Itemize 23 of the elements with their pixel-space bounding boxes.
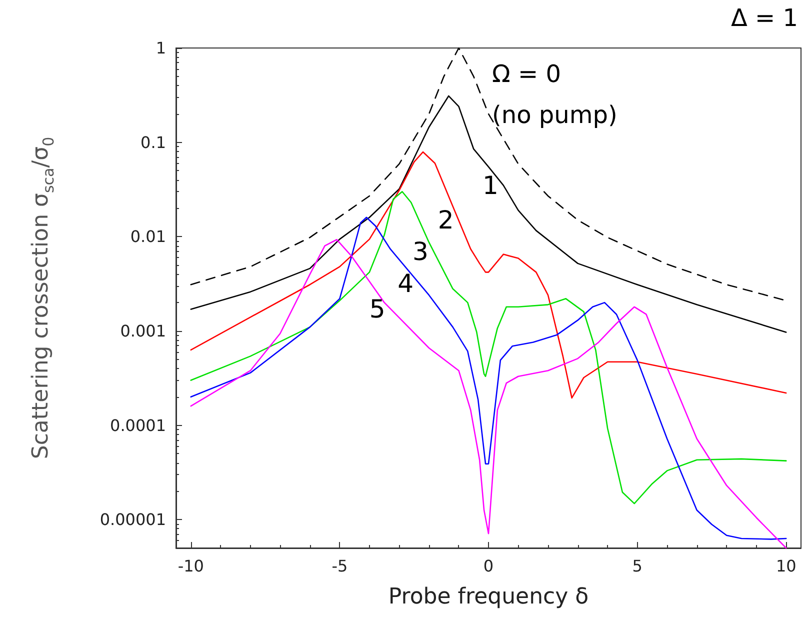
y-tick-label: 0.01 [130,227,166,246]
annotation: 5 [369,294,386,324]
x-axis-title: Probe frequency δ [388,584,589,610]
x-tick-label: 5 [632,556,642,576]
y-tick-label: 0.0001 [110,416,166,435]
y-tick-label: 0.1 [140,132,166,152]
text: Δ = 1 [730,4,798,32]
x-tick-label: -5 [332,556,348,576]
y-tick-label: 0.00001 [100,510,166,530]
line-series [190,151,787,399]
y-tick-label: 1 [156,38,166,58]
annotation: 3 [412,236,428,266]
y-tick-label: 0.001 [120,321,166,340]
annotation: (no pump) [492,101,618,129]
y-axis-title: Scattering crossection σsca/σ0 [28,136,58,460]
x-tick-label: 10 [776,556,796,576]
annotation: 4 [398,268,414,298]
line-series [190,95,787,333]
x-tick-label: -10 [178,556,204,576]
x-tick-label: 0 [483,556,494,576]
annotation: Ω = 0 [492,60,561,88]
annotation: 2 [438,206,454,235]
annotation: 1 [482,170,498,200]
